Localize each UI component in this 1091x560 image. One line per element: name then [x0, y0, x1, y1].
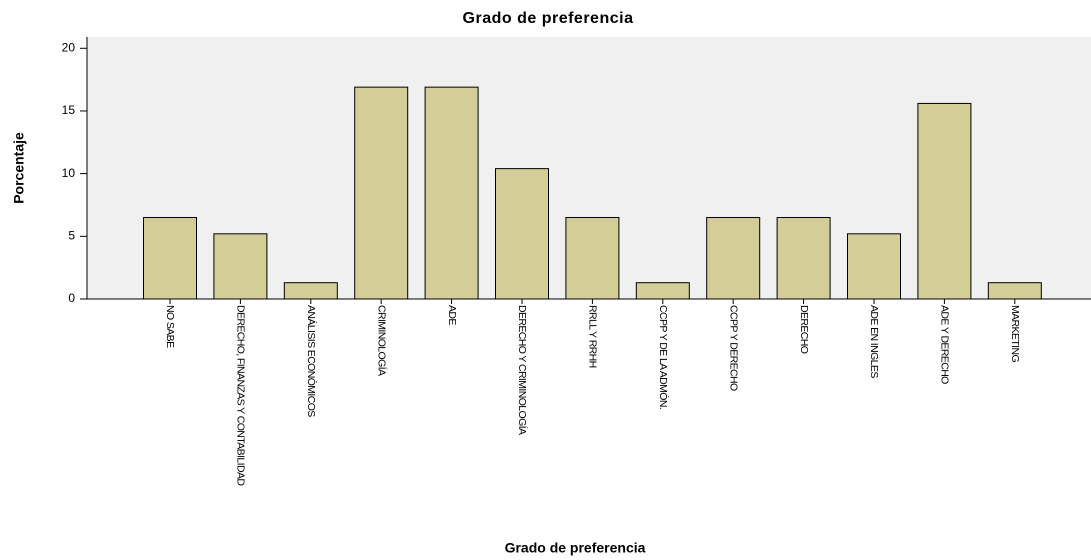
- x-tick-label: DERECHO, FINANZAS Y CONTABILIDAD: [235, 305, 247, 486]
- x-tick-label: DERECHO Y CRIMINOLOGÍA: [516, 305, 529, 435]
- y-tick-label: 15: [62, 103, 76, 117]
- bar: [917, 102, 972, 300]
- bar: [565, 217, 620, 300]
- x-axis-title: Grado de preferencia: [505, 540, 646, 556]
- bar: [283, 282, 338, 300]
- x-tick-label: CRIMINOLOGÍA: [375, 305, 388, 376]
- x-tick-label: NO SABE: [164, 305, 176, 348]
- bar: [776, 217, 831, 300]
- x-tick-label: ADE EN INGLES: [868, 305, 880, 378]
- x-tick-label: ADE: [446, 305, 458, 325]
- x-tick-label: RRLL Y RRHH: [587, 305, 599, 368]
- bar: [847, 233, 901, 300]
- bar: [424, 86, 479, 300]
- x-tick-label: ADE Y DERECHO: [939, 305, 951, 384]
- y-tick-label: 20: [62, 40, 76, 54]
- x-tick-label: CCPP Y DE LA ADMÓN.: [657, 305, 670, 409]
- x-tick-label: CCPP Y DERECHO: [727, 305, 739, 391]
- x-tick-label: ANÁLISIS ECONÓMICOS: [305, 305, 318, 417]
- x-tick-label: MARKETING: [1009, 305, 1021, 362]
- chart-title: Grado de preferencia: [463, 10, 634, 27]
- y-tick-label: 5: [68, 228, 75, 242]
- bar: [213, 233, 268, 300]
- y-tick-label: 10: [62, 166, 76, 180]
- x-tick-label: DERECHO: [798, 305, 810, 354]
- bar: [354, 86, 409, 300]
- bar: [495, 168, 549, 300]
- bar: [706, 217, 761, 300]
- bar: [987, 282, 1042, 300]
- y-tick-label: 0: [68, 291, 75, 305]
- bar: [635, 282, 690, 300]
- y-axis-title: Porcentaje: [11, 132, 27, 204]
- bar: [143, 217, 197, 300]
